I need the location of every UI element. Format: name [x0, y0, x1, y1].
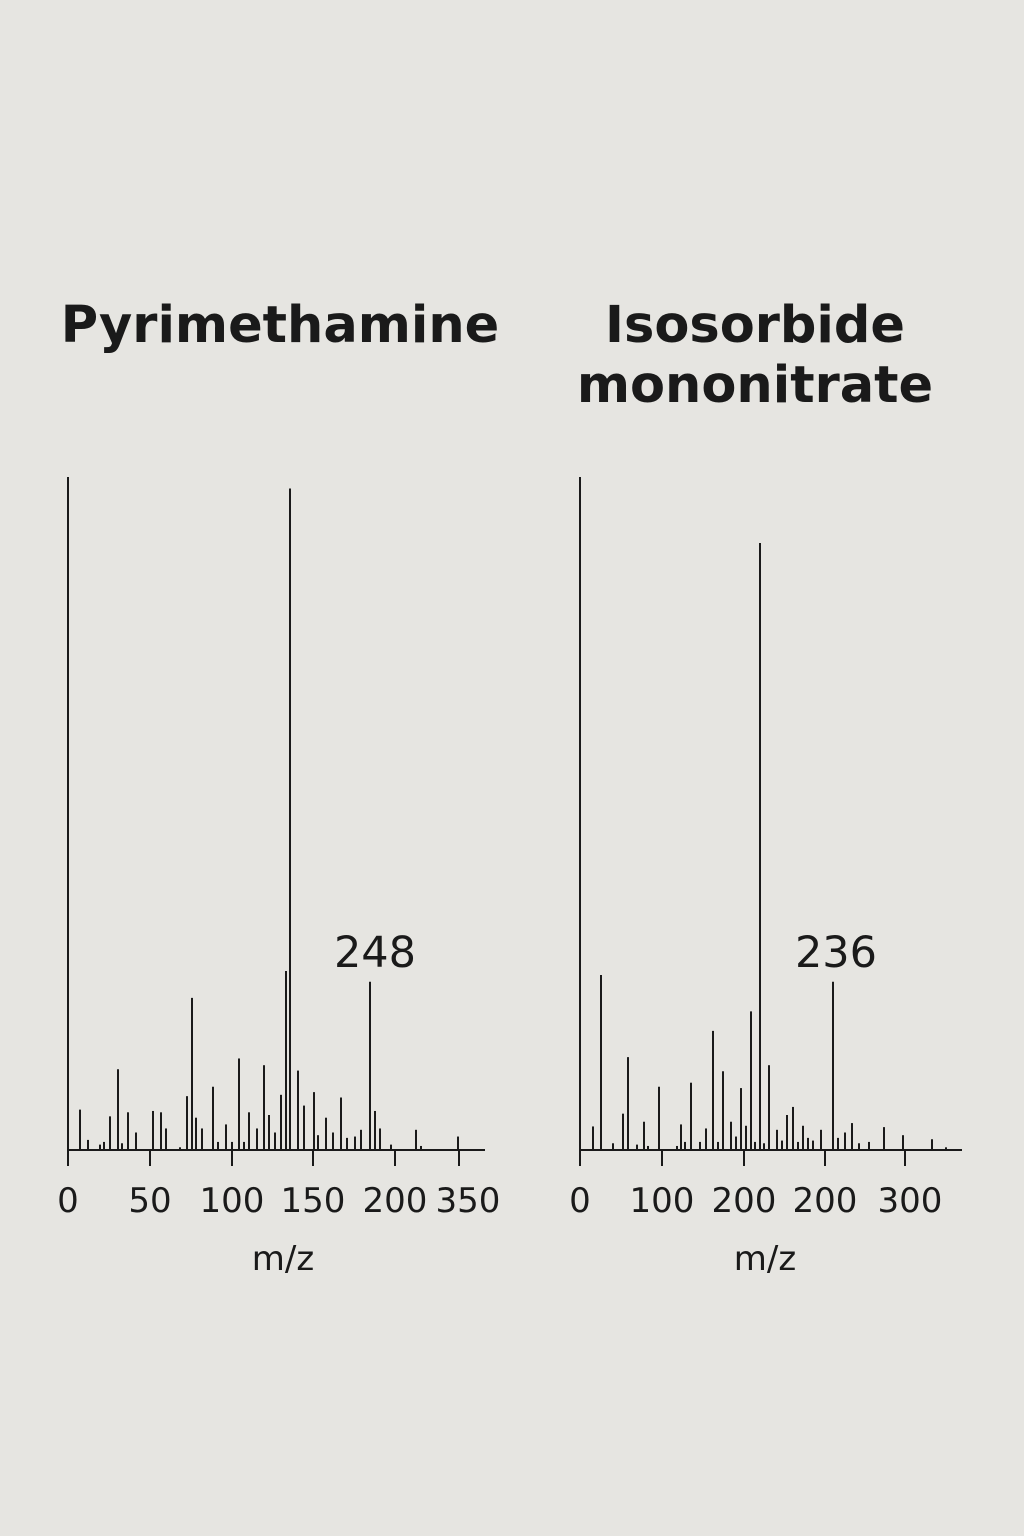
x-axis-label: m/z — [734, 1239, 796, 1279]
chart-title-line: Isosorbide — [605, 296, 905, 355]
molecular-ion-label: 236 — [795, 928, 877, 978]
x-tick-label: 0 — [57, 1181, 79, 1221]
x-tick-label: 150 — [281, 1181, 346, 1221]
x-tick-label: 100 — [630, 1181, 695, 1221]
x-axis-label: m/z — [252, 1239, 314, 1279]
chart-title-line: mononitrate — [576, 356, 934, 415]
x-tick-label: 200 — [363, 1181, 428, 1221]
x-tick-label: 350 — [436, 1181, 501, 1221]
x-tick-label: 100 — [200, 1181, 265, 1221]
x-tick-label: 0 — [569, 1181, 591, 1221]
x-tick-label: 200 — [793, 1181, 858, 1221]
spectrum-panel-1: 0 100 200 200 300 m/z 236 — [569, 477, 962, 1279]
x-tick-label: 300 — [878, 1181, 943, 1221]
spectrum-panel-0: 0 50 100 150 200 350 m/z 248 — [57, 477, 500, 1279]
chart-title-isosorbide-mononitrate: Isosorbide mononitrate — [555, 296, 955, 416]
molecular-ion-label: 248 — [334, 928, 416, 978]
x-tick-label: 200 — [712, 1181, 777, 1221]
chart-title-pyrimethamine: Pyrimethamine — [60, 296, 500, 355]
x-tick-label: 50 — [128, 1181, 171, 1221]
